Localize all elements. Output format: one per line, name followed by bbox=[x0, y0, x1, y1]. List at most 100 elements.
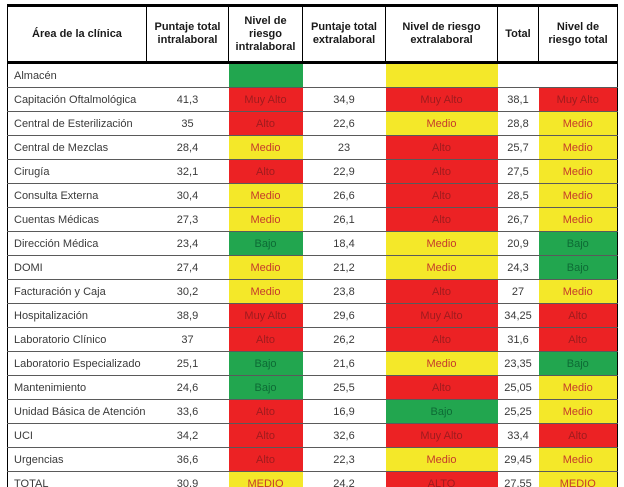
risk-level-cell: Alto bbox=[385, 135, 498, 160]
table-row: Cirugía 32,1 Alto 22,9 Alto 27,5 Medio bbox=[7, 159, 618, 184]
risk-level-cell: Medio bbox=[538, 111, 618, 136]
risk-level-cell: Alto bbox=[228, 159, 303, 184]
risk-level-cell: Medio bbox=[538, 447, 618, 472]
col-header-riesgo-intralaboral: Nivel de riesgo intralaboral bbox=[228, 5, 303, 64]
score-cell: 31,6 bbox=[497, 327, 539, 352]
score-cell: 20,9 bbox=[497, 231, 539, 256]
score-cell: 38,1 bbox=[497, 87, 539, 112]
risk-level-cell: Medio bbox=[385, 111, 498, 136]
score-cell: 30,9 bbox=[146, 471, 229, 487]
score-cell bbox=[146, 62, 229, 88]
risk-level-cell: Alto bbox=[228, 447, 303, 472]
risk-table: Área de la clínica Puntaje total intrala… bbox=[7, 4, 618, 487]
risk-level-cell: Medio bbox=[228, 255, 303, 280]
score-cell bbox=[302, 62, 386, 88]
table-row: Consulta Externa 30,4 Medio 26,6 Alto 28,5 Med… bbox=[7, 183, 618, 208]
score-cell: 21,2 bbox=[302, 255, 386, 280]
score-cell bbox=[497, 62, 539, 88]
score-cell: 29,45 bbox=[497, 447, 539, 472]
score-cell: 24,2 bbox=[302, 471, 386, 487]
total-row: TOTAL 30,9 MEDIO 24,2 ALTO 27,55 MEDIO bbox=[7, 471, 618, 487]
area-cell: Capitación Oftalmológica bbox=[7, 87, 147, 112]
table-row: Cuentas Médicas 27,3 Medio 26,1 Alto 26,7 Medi… bbox=[7, 207, 618, 232]
score-cell: 28,4 bbox=[146, 135, 229, 160]
table-row: Facturación y Caja 30,2 Medio 23,8 Alto 27 Med… bbox=[7, 279, 618, 304]
area-cell: DOMI bbox=[7, 255, 147, 280]
area-cell: Consulta Externa bbox=[7, 183, 147, 208]
risk-level-cell: Medio bbox=[538, 135, 618, 160]
risk-level-cell: Alto bbox=[228, 327, 303, 352]
table-row: Laboratorio Especializado 25,1 Bajo 21,6 Med… bbox=[7, 351, 618, 376]
table-row: Mantenimiento 24,6 Bajo 25,5 Alto 25,05 Medio bbox=[7, 375, 618, 400]
table-row: Central de Esterilización 35 Alto 22,6 Medio… bbox=[7, 111, 618, 136]
risk-level-cell: Muy Alto bbox=[228, 87, 303, 112]
score-cell: 32,6 bbox=[302, 423, 386, 448]
score-cell: 22,3 bbox=[302, 447, 386, 472]
table-row: Central de Mezclas 28,4 Medio 23 Alto 25,7 Med… bbox=[7, 135, 618, 160]
area-cell: Central de Esterilización bbox=[7, 111, 147, 136]
risk-level-cell: Medio bbox=[228, 207, 303, 232]
score-cell: 25,7 bbox=[497, 135, 539, 160]
risk-level-cell: Alto bbox=[385, 183, 498, 208]
score-cell: 30,2 bbox=[146, 279, 229, 304]
score-cell: 18,4 bbox=[302, 231, 386, 256]
risk-level-cell: Medio bbox=[385, 231, 498, 256]
risk-level-cell: Bajo bbox=[228, 231, 303, 256]
score-cell: 23 bbox=[302, 135, 386, 160]
score-cell: 25,5 bbox=[302, 375, 386, 400]
table-row: DOMI 27,4 Medio 21,2 Medio 24,3 Bajo bbox=[7, 255, 618, 280]
table-body: Almacén Capitación Oftalmológica 41,3 Muy A… bbox=[7, 62, 618, 487]
score-cell: 34,9 bbox=[302, 87, 386, 112]
risk-level-cell: Alto bbox=[538, 303, 618, 328]
risk-level-cell: Medio bbox=[228, 279, 303, 304]
col-header-riesgo-total: Nivel de riesgo total bbox=[538, 5, 618, 64]
area-cell: Central de Mezclas bbox=[7, 135, 147, 160]
risk-level-cell: Medio bbox=[538, 279, 618, 304]
score-cell: 24,3 bbox=[497, 255, 539, 280]
score-cell: 34,25 bbox=[497, 303, 539, 328]
risk-level-cell: MEDIO bbox=[228, 471, 303, 487]
table-row: UCI 34,2 Alto 32,6 Muy Alto 33,4 Alto bbox=[7, 423, 618, 448]
table-row: Hospitalización 38,9 Muy Alto 29,6 Muy Alto 3… bbox=[7, 303, 618, 328]
score-cell: 27,4 bbox=[146, 255, 229, 280]
table-row: Urgencias 36,6 Alto 22,3 Medio 29,45 Medio bbox=[7, 447, 618, 472]
score-cell: 41,3 bbox=[146, 87, 229, 112]
risk-level-cell bbox=[228, 62, 303, 88]
table-row: Almacén bbox=[7, 62, 618, 88]
score-cell: 25,25 bbox=[497, 399, 539, 424]
score-cell: 26,7 bbox=[497, 207, 539, 232]
risk-level-cell: Alto bbox=[385, 327, 498, 352]
area-cell: Mantenimiento bbox=[7, 375, 147, 400]
risk-level-cell bbox=[385, 62, 498, 88]
risk-level-cell: Muy Alto bbox=[538, 87, 618, 112]
table-row: Dirección Médica 23,4 Bajo 18,4 Medio 20,9 Baj… bbox=[7, 231, 618, 256]
area-cell: Urgencias bbox=[7, 447, 147, 472]
area-cell: TOTAL bbox=[7, 471, 147, 487]
risk-level-cell: Medio bbox=[538, 183, 618, 208]
score-cell: 29,6 bbox=[302, 303, 386, 328]
risk-level-cell: Muy Alto bbox=[385, 87, 498, 112]
risk-level-cell: Alto bbox=[385, 159, 498, 184]
area-cell: Cuentas Médicas bbox=[7, 207, 147, 232]
col-header-puntaje-intralaboral: Puntaje total intralaboral bbox=[146, 5, 229, 64]
risk-level-cell: Medio bbox=[385, 255, 498, 280]
header-row: Área de la clínica Puntaje total intrala… bbox=[7, 5, 618, 64]
risk-level-cell: ALTO bbox=[385, 471, 498, 487]
score-cell: 33,6 bbox=[146, 399, 229, 424]
score-cell: 27,55 bbox=[497, 471, 539, 487]
risk-level-cell: Muy Alto bbox=[385, 423, 498, 448]
score-cell: 38,9 bbox=[146, 303, 229, 328]
risk-level-cell: Bajo bbox=[538, 255, 618, 280]
score-cell: 34,2 bbox=[146, 423, 229, 448]
risk-level-cell: Alto bbox=[538, 327, 618, 352]
risk-level-cell: MEDIO bbox=[538, 471, 618, 487]
risk-level-cell: Medio bbox=[228, 183, 303, 208]
risk-level-cell: Alto bbox=[538, 423, 618, 448]
area-cell: Laboratorio Clínico bbox=[7, 327, 147, 352]
risk-level-cell: Medio bbox=[538, 399, 618, 424]
risk-level-cell: Bajo bbox=[228, 351, 303, 376]
col-header-area: Área de la clínica bbox=[7, 5, 147, 64]
risk-level-cell: Bajo bbox=[228, 375, 303, 400]
score-cell: 27 bbox=[497, 279, 539, 304]
score-cell: 23,4 bbox=[146, 231, 229, 256]
